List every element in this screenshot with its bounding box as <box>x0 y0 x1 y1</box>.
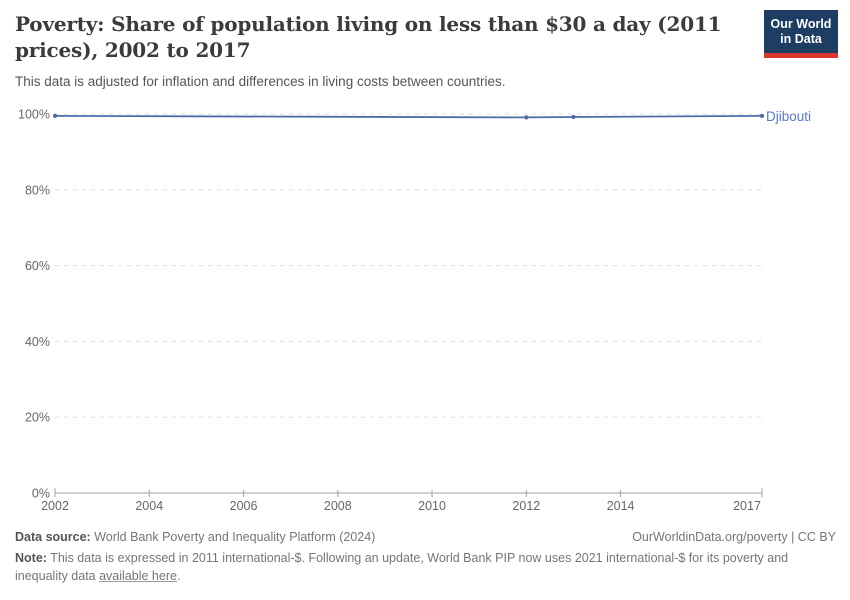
note-text: This data is expressed in 2011 internati… <box>15 551 789 584</box>
series-line-djibouti <box>54 114 763 119</box>
note-suffix: . <box>176 569 181 584</box>
chart-title: Poverty: Share of population living on l… <box>15 12 722 62</box>
y-tick-label-20: 20% <box>25 411 50 425</box>
y-tick-label-40: 40% <box>25 335 50 349</box>
data-point-djibouti-2002 <box>52 113 58 118</box>
x-tick-label-2012: 2012 <box>512 499 540 513</box>
x-tick-label-2002: 2002 <box>41 499 69 513</box>
owid-logo: Our World in Data <box>764 10 838 58</box>
x-tick-label-2008: 2008 <box>324 499 352 513</box>
chart-subtitle: This data is adjusted for inflation and … <box>15 74 506 89</box>
data-source-row: Data source: World Bank Poverty and Ineq… <box>15 530 836 544</box>
x-tick-label-2014: 2014 <box>607 499 635 513</box>
data-source-label: Data source: <box>15 530 91 544</box>
x-tick-label-2010: 2010 <box>418 499 446 513</box>
data-point-djibouti-2013 <box>571 114 576 120</box>
data-point-djibouti-2017 <box>759 113 765 118</box>
owid-logo-line1: Our World <box>770 17 832 31</box>
data-source: Data source: World Bank Poverty and Ineq… <box>15 530 375 544</box>
footer-attribution: OurWorldinData.org/poverty | CC BY <box>632 530 836 544</box>
data-source-value: World Bank Poverty and Inequality Platfo… <box>94 530 376 544</box>
x-tick-label-2006: 2006 <box>230 499 258 513</box>
data-point-djibouti-2012 <box>524 115 529 120</box>
x-tick-label-2017: 2017 <box>733 499 761 513</box>
x-tick-label-2004: 2004 <box>135 499 163 513</box>
y-tick-label-0: 0% <box>32 487 50 501</box>
chart-footer: Data source: World Bank Poverty and Ineq… <box>15 530 836 585</box>
y-tick-label-100: 100% <box>18 108 50 122</box>
y-tick-label-80: 80% <box>25 183 50 197</box>
available-here-link[interactable]: available here <box>99 569 177 584</box>
owid-logo-line2: in Data <box>780 32 822 46</box>
series-label-djibouti: Djibouti <box>766 109 812 124</box>
note-label: Note: <box>15 551 47 565</box>
footer-note: Note: This data is expressed in 2011 int… <box>15 549 836 585</box>
y-tick-label-60: 60% <box>25 259 50 273</box>
